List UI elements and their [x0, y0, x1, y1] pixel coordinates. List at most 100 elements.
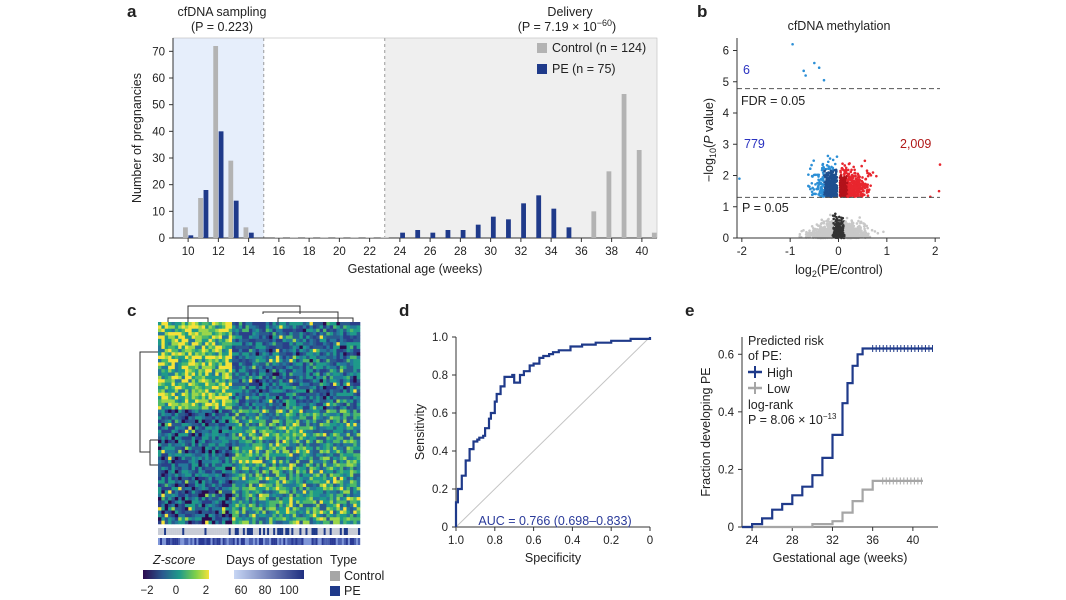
heatmap-cell — [201, 328, 206, 333]
heatmap-cell — [232, 456, 236, 461]
heatmap-cell — [228, 396, 233, 400]
heatmap-cell — [353, 392, 357, 397]
heatmap-cell — [336, 449, 341, 454]
point-ns — [811, 229, 815, 233]
point-down — [821, 195, 825, 198]
heatmap-cell — [158, 359, 162, 363]
heatmap-cell — [205, 365, 209, 370]
heatmap-cell — [336, 322, 341, 326]
heatmap-cell — [195, 449, 199, 454]
heatmap-cell — [326, 419, 330, 424]
heatmap-cell — [302, 379, 307, 383]
b-xtick-label: 1 — [884, 246, 890, 258]
heatmap-cell — [312, 359, 317, 363]
heatmap-cell — [299, 470, 304, 474]
heatmap-cell — [306, 433, 310, 437]
heatmap-cell — [339, 480, 344, 484]
heatmap-cell — [225, 375, 229, 380]
heatmap-cell — [272, 466, 277, 471]
heatmap-cell — [158, 456, 162, 461]
heatmap-cell — [181, 476, 186, 481]
heatmap-cell — [205, 412, 209, 417]
heatmap-cell — [215, 399, 219, 404]
heatmap-cell — [238, 392, 243, 397]
heatmap-cell — [164, 338, 169, 343]
heatmap-cell — [228, 392, 233, 397]
heatmap-cell — [164, 453, 169, 457]
heatmap-cell — [285, 473, 290, 478]
heatmap-cell — [232, 355, 236, 360]
heatmap-cell — [215, 382, 219, 387]
heatmap-cell — [275, 345, 280, 350]
heatmap-cell — [356, 433, 361, 437]
point-ns — [829, 213, 832, 217]
heatmap-cell — [302, 345, 307, 350]
heatmap-cell — [343, 342, 347, 346]
heatmap-cell — [275, 433, 280, 437]
point-ns — [827, 227, 830, 230]
heatmap-cell — [282, 372, 287, 377]
bar-control — [243, 227, 249, 238]
heatmap-cell — [158, 453, 162, 457]
point-ns — [810, 233, 814, 236]
heatmap-cell — [198, 389, 203, 393]
heatmap-cell — [349, 352, 354, 356]
point-ns — [819, 225, 822, 228]
heatmap-cell — [309, 352, 314, 356]
heatmap-cell — [269, 382, 273, 387]
point-down — [817, 181, 821, 185]
point-ns — [834, 218, 838, 222]
heatmap-cell — [245, 375, 250, 380]
heatmap-cell — [285, 348, 290, 353]
heatmap-cell — [225, 348, 229, 353]
heatmap-cell — [343, 423, 347, 427]
heatmap-cell — [245, 476, 250, 481]
heatmap-cell — [195, 483, 199, 488]
heatmap-cell — [211, 399, 216, 404]
heatmap-cell — [205, 385, 209, 390]
heatmap-cell — [309, 429, 314, 434]
heatmap-cell — [191, 473, 196, 478]
heatmap-cell — [228, 426, 233, 431]
heatmap-cell — [275, 348, 280, 353]
heatmap-cell — [178, 345, 182, 350]
heatmap-cell — [225, 389, 229, 393]
heatmap-cell — [299, 359, 304, 363]
heatmap-cell — [228, 375, 233, 380]
heatmap-cell — [242, 379, 246, 383]
heatmap-cell — [296, 375, 300, 380]
heatmap-cell — [191, 325, 196, 330]
heatmap-cell — [178, 372, 182, 377]
heatmap-cell — [181, 449, 186, 454]
heatmap-cell — [353, 463, 357, 468]
heatmap-cell — [188, 392, 192, 397]
heatmap-cell — [279, 419, 283, 424]
heatmap-cell — [265, 473, 270, 478]
heatmap-cell — [232, 385, 236, 390]
heatmap-cell — [333, 460, 337, 464]
heatmap-cell — [302, 375, 307, 380]
heatmap-cell — [306, 385, 310, 390]
heatmap-cell — [333, 426, 337, 431]
heatmap-cell — [279, 389, 283, 393]
heatmap-cell — [171, 345, 176, 350]
heatmap-cell — [316, 332, 320, 336]
heatmap-cell — [158, 402, 162, 407]
heatmap-cell — [296, 483, 300, 488]
heatmap-cell — [228, 473, 233, 478]
heatmap-cell — [339, 456, 344, 461]
heatmap-cell — [201, 359, 206, 363]
point-up — [850, 168, 853, 172]
heatmap-cell — [316, 392, 320, 397]
heatmap-cell — [349, 446, 354, 451]
heatmap-cell — [339, 439, 344, 444]
heatmap-cell — [195, 423, 199, 427]
heatmap-cell — [242, 483, 246, 488]
heatmap-cell — [343, 436, 347, 441]
a-ytick-label: 10 — [152, 206, 165, 218]
heatmap-cell — [289, 456, 293, 461]
heatmap-cell — [201, 406, 206, 410]
heatmap-cell — [235, 423, 240, 427]
heatmap-cell — [184, 456, 189, 461]
heatmap-cell — [171, 365, 176, 370]
